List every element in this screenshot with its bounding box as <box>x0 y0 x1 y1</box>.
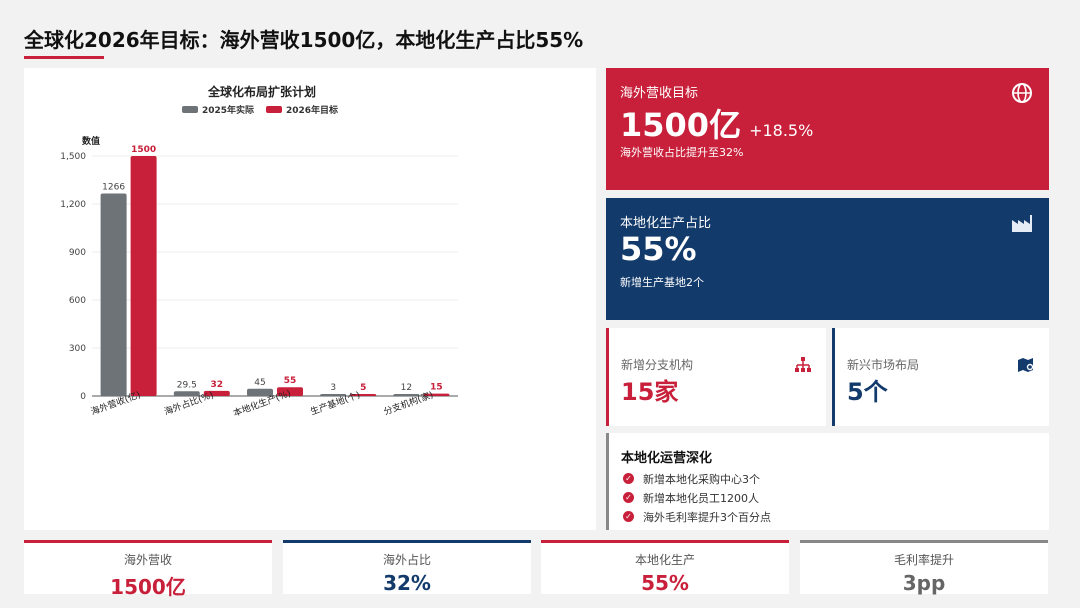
bar <box>203 390 230 396</box>
localization-ops-panel: 本地化运营深化 ✓ 新增本地化采购中心3个 ✓ 新增本地化员工1200人 ✓ 海外毛利… <box>606 433 1049 530</box>
x-tick-label: 分支机构(家) <box>382 389 435 418</box>
legend-label: 2026年目标 <box>286 104 338 116</box>
kpi-overseas-revenue: 海外营收 1500亿 <box>24 540 272 599</box>
data-label: 5 <box>360 383 366 393</box>
globe-icon <box>1012 83 1032 103</box>
local-production-card: 本地化生产占比 55% 新增生产基地2个 <box>606 198 1049 320</box>
new-branches-card: 新增分支机构 15家 <box>606 328 826 426</box>
legend-swatch <box>266 106 282 113</box>
overseas-revenue-value: 1500亿 <box>620 106 742 144</box>
page-title: 全球化2026年目标：海外营收1500亿，本地化生产占比55% <box>24 28 584 52</box>
list-item: ✓ 新增本地化员工1200人 <box>623 488 771 507</box>
new-branches-label: 新增分支机构 <box>621 358 694 372</box>
overseas-revenue-delta: +18.5% <box>749 121 814 140</box>
local-production-value: 55% <box>620 230 697 268</box>
kpi-local-production: 本地化生产 55% <box>541 540 789 595</box>
y-tick-label: 1,200 <box>60 200 86 210</box>
data-label: 29.5 <box>177 380 197 390</box>
ops-title: 本地化运营深化 <box>621 451 713 466</box>
check-icon: ✓ <box>623 492 634 503</box>
list-item: ✓ 海外毛利率提升3个百分点 <box>623 507 771 526</box>
overseas-revenue-value-row: 1500亿 +18.5% <box>620 100 813 146</box>
data-label: 3 <box>330 383 336 393</box>
bar <box>100 193 127 396</box>
data-label: 1500 <box>131 145 156 155</box>
kpi-value: 32% <box>383 571 431 595</box>
kpi-value: 3pp <box>902 571 946 595</box>
check-icon: ✓ <box>623 473 634 484</box>
kpi-label: 海外营收 <box>123 553 172 567</box>
y-tick-label: 900 <box>69 248 86 258</box>
emerging-markets-value: 5个 <box>847 378 888 406</box>
chart-title: 全球化布局扩张计划 <box>207 84 316 99</box>
kpi-value: 55% <box>641 571 689 595</box>
bar <box>423 393 450 396</box>
title-underline <box>24 56 104 59</box>
kpi-overseas-share: 海外占比 32% <box>283 540 531 595</box>
map-pin-icon <box>1018 358 1034 372</box>
y-tick-label: 600 <box>69 296 86 306</box>
list-item: ✓ 新增本地化采购中心3个 <box>623 469 771 488</box>
emerging-markets-card: 新兴市场布局 5个 <box>832 328 1049 426</box>
ops-item-text: 新增本地化员工1200人 <box>643 491 759 505</box>
kpi-value: 1500亿 <box>110 575 186 599</box>
data-label: 55 <box>284 376 297 386</box>
ops-list: ✓ 新增本地化采购中心3个 ✓ 新增本地化员工1200人 ✓ 海外毛利率提升3个百分点 <box>623 469 771 526</box>
data-label: 12 <box>401 383 412 393</box>
kpi-label: 毛利率提升 <box>893 553 954 567</box>
kpi-label: 本地化生产 <box>634 553 695 567</box>
emerging-markets-label: 新兴市场布局 <box>847 358 920 372</box>
x-tick-label: 生产基地(个) <box>309 389 362 418</box>
bar <box>130 156 157 396</box>
kpi-label: 海外占比 <box>382 553 431 567</box>
data-label: 15 <box>430 383 443 393</box>
bar <box>277 387 303 396</box>
y-tick-label: 0 <box>80 392 86 402</box>
bar <box>173 391 200 396</box>
bar <box>320 394 347 396</box>
data-label: 32 <box>211 380 224 390</box>
overseas-revenue-card: 海外营收目标 1500亿 +18.5% 海外营收占比提升至32% <box>606 68 1049 190</box>
bar <box>393 394 420 396</box>
local-production-label: 本地化生产占比 <box>620 216 712 231</box>
chart-panel: 全球化布局扩张计划 2025年实际 2026年目标数值 0 300 600 900 1,200… <box>24 68 596 530</box>
local-production-sub: 新增生产基地2个 <box>620 276 704 289</box>
new-branches-value: 15家 <box>621 378 679 406</box>
overseas-revenue-sub: 海外营收占比提升至32% <box>620 146 744 159</box>
check-icon: ✓ <box>623 511 634 522</box>
y-tick-label: 1,500 <box>60 152 86 162</box>
data-label: 1266 <box>102 182 125 192</box>
bar <box>350 394 377 396</box>
kpi-margin-increase: 毛利率提升 3pp <box>800 540 1048 595</box>
legend-label: 2025年实际 <box>202 104 254 116</box>
y-tick-label: 300 <box>69 344 86 354</box>
ops-item-text: 海外毛利率提升3个百分点 <box>643 510 771 524</box>
ops-item-text: 新增本地化采购中心3个 <box>643 472 760 486</box>
y-axis-label: 数值 <box>82 135 100 147</box>
data-label: 45 <box>254 378 265 388</box>
legend-swatch <box>182 106 198 113</box>
factory-icon <box>1012 215 1032 232</box>
org-chart-icon <box>795 357 811 372</box>
overseas-revenue-label: 海外营收目标 <box>620 86 699 101</box>
bar <box>247 388 273 396</box>
